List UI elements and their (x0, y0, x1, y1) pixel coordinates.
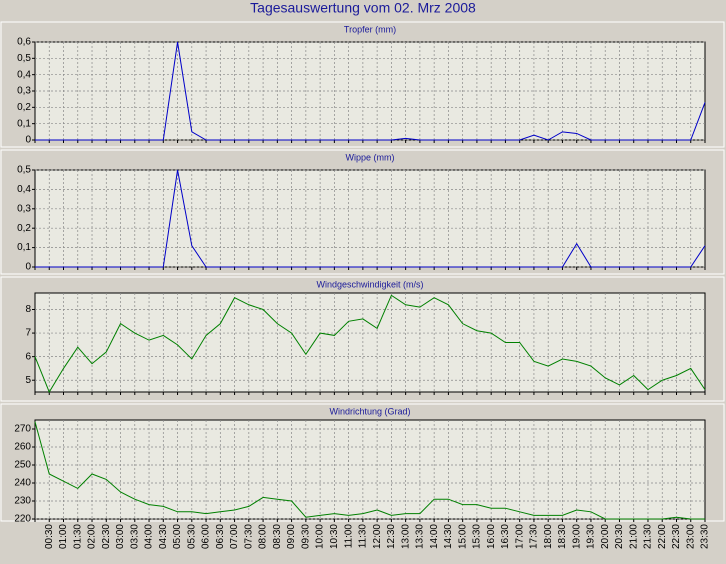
y-tick-label: 0,3 (17, 203, 31, 214)
x-tick-label: 02:00 (87, 524, 98, 549)
x-tick-label: 15:00 (457, 524, 468, 549)
x-tick-label: 00:30 (44, 524, 55, 549)
panel (0, 21, 725, 148)
x-tick-label: 07:00 (229, 524, 240, 549)
x-tick-label: 19:30 (586, 524, 597, 549)
page-title: Tagesauswertung vom 02. Mrz 2008 (250, 0, 476, 16)
chart-title: Wippe (mm) (346, 152, 395, 162)
y-tick-label: 0,2 (17, 102, 31, 113)
x-tick-label: 20:30 (614, 524, 625, 549)
x-tick-label: 20:00 (600, 524, 611, 549)
y-tick-label: 7 (25, 328, 31, 339)
chart-title: Windgeschwindigkeit (m/s) (316, 279, 423, 289)
x-tick-label: 10:00 (315, 524, 326, 549)
x-tick-label: 08:00 (258, 524, 269, 549)
chart-title: Tropfer (mm) (344, 24, 396, 34)
data-line (35, 41, 706, 141)
x-tick-label: 07:30 (243, 524, 254, 549)
x-tick-label: 12:00 (372, 524, 383, 549)
x-tick-label: 05:00 (172, 524, 183, 549)
data-line (34, 294, 706, 394)
x-tick-label: 03:00 (115, 524, 126, 549)
x-tick-label: 18:00 (543, 524, 554, 549)
x-tick-label: 22:00 (657, 524, 668, 549)
y-tick-label: 240 (14, 478, 31, 489)
x-tick-label: 09:00 (286, 524, 297, 549)
x-tick-label: 01:00 (58, 524, 69, 549)
y-tick-label: 0 (25, 135, 31, 146)
y-tick-label: 0,6 (17, 37, 31, 48)
x-tick-label: 14:30 (443, 524, 454, 549)
y-tick-label: 0,4 (17, 69, 31, 80)
plot-area (34, 419, 706, 520)
x-tick-label: 13:30 (415, 524, 426, 549)
x-tick-label: 11:00 (343, 524, 354, 549)
y-tick-label: 230 (14, 496, 31, 507)
x-tick-label: 21:00 (628, 524, 639, 549)
x-tick-label: 06:30 (215, 524, 226, 549)
x-tick-label: 02:30 (101, 524, 112, 549)
y-tick-label: 0,3 (17, 86, 31, 97)
x-tick-label: 17:30 (529, 524, 540, 549)
y-tick-label: 6 (25, 351, 31, 362)
x-tick-label: 05:30 (186, 524, 197, 549)
plot-area (34, 41, 706, 141)
y-tick-label: 270 (14, 424, 31, 435)
x-tick-label: 01:30 (72, 524, 83, 549)
x-tick-label: 16:00 (486, 524, 497, 549)
y-tick-label: 0,4 (17, 184, 31, 195)
chart-title: Windrichtung (Grad) (329, 406, 410, 416)
x-tick-label: 10:30 (329, 524, 340, 549)
x-tick-label: 21:30 (643, 524, 654, 549)
panel (0, 276, 725, 402)
x-tick-label: 08:30 (272, 524, 283, 549)
x-tick-label: 23:30 (700, 524, 711, 549)
x-tick-label: 12:30 (386, 524, 397, 549)
x-tick-label: 23:00 (685, 524, 696, 549)
x-tick-label: 14:00 (429, 524, 440, 549)
x-tick-label: 06:00 (201, 524, 212, 549)
x-tick-label: 09:30 (300, 524, 311, 549)
y-tick-label: 220 (14, 514, 31, 525)
x-tick-label: 17:00 (514, 524, 525, 549)
y-tick-label: 0,5 (17, 165, 31, 176)
y-tick-label: 0,5 (17, 53, 31, 64)
x-tick-label: 13:00 (400, 524, 411, 549)
x-tick-label: 19:00 (571, 524, 582, 549)
x-tick-label: 16:30 (500, 524, 511, 549)
y-tick-label: 0 (25, 262, 31, 273)
x-tick-label: 04:30 (158, 524, 169, 549)
panel (0, 149, 725, 275)
x-tick-label: 11:30 (358, 524, 369, 549)
x-tick-label: 04:00 (144, 524, 155, 549)
y-tick-label: 8 (25, 304, 31, 315)
y-tick-label: 0,1 (17, 118, 31, 129)
y-tick-label: 0,2 (17, 223, 31, 234)
data-line (34, 421, 705, 520)
x-tick-label: 03:30 (129, 524, 140, 549)
plot-area (34, 292, 706, 393)
plot-area (34, 169, 706, 268)
data-line (35, 169, 706, 268)
x-tick-label: 18:30 (557, 524, 568, 549)
y-tick-label: 0,1 (17, 242, 31, 253)
y-tick-label: 250 (14, 460, 31, 471)
y-tick-label: 260 (14, 442, 31, 453)
x-tick-label: 22:30 (671, 524, 682, 549)
x-tick-label: 15:30 (472, 524, 483, 549)
y-tick-label: 5 (25, 375, 31, 386)
